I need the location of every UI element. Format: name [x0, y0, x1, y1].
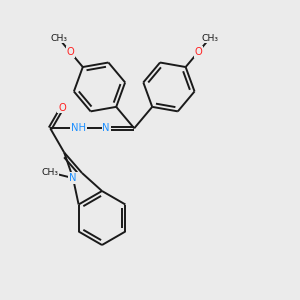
Text: O: O	[58, 103, 66, 113]
Text: O: O	[66, 47, 74, 57]
Text: CH₃: CH₃	[41, 168, 58, 177]
Text: NH: NH	[71, 123, 86, 133]
Text: O: O	[194, 47, 202, 57]
Text: N: N	[103, 123, 110, 133]
Text: CH₃: CH₃	[50, 34, 67, 43]
Text: CH₃: CH₃	[201, 34, 218, 43]
Text: N: N	[69, 173, 77, 183]
